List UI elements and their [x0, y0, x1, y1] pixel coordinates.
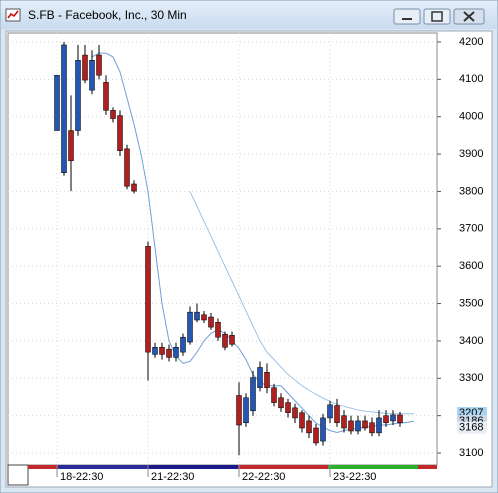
- candle-body: [264, 372, 270, 388]
- candle-body: [201, 314, 207, 321]
- candle-body: [82, 54, 88, 81]
- candle-body: [180, 336, 186, 353]
- session-strip: [58, 465, 148, 469]
- candle-body: [96, 54, 102, 76]
- candle-body: [383, 415, 389, 424]
- maximize-button[interactable]: [423, 8, 451, 25]
- y-tick-label: 3500: [459, 297, 483, 309]
- candle-body: [362, 420, 368, 429]
- y-tick-label: 3400: [459, 335, 483, 347]
- candle-body: [250, 377, 256, 412]
- y-tick-label: 3300: [459, 372, 483, 384]
- candle-body: [313, 427, 319, 444]
- y-tick-label: 3900: [459, 148, 483, 160]
- window-title: S.FB - Facebook, Inc., 30 Min: [28, 8, 187, 22]
- candle-body: [327, 404, 333, 419]
- candle-body: [145, 246, 151, 353]
- maximize-icon: [431, 11, 443, 22]
- window-icon-line: [7, 10, 19, 19]
- candle-body: [355, 420, 361, 432]
- y-tick-label: 3800: [459, 185, 483, 197]
- candle-body: [390, 414, 396, 422]
- candle-body: [376, 417, 382, 434]
- y-tick-label: 4000: [459, 111, 483, 123]
- candle-body: [334, 405, 340, 424]
- x-tick-label: 22-22:30: [242, 471, 285, 483]
- candle-body: [278, 397, 284, 409]
- candle-body: [397, 414, 403, 424]
- candle-body: [152, 347, 158, 355]
- close-icon: [463, 11, 475, 22]
- y-tick-label: 4200: [459, 36, 483, 48]
- price-label-box: [457, 421, 487, 434]
- candle-body: [285, 402, 291, 413]
- candle-body: [131, 183, 137, 192]
- candle-body: [89, 60, 95, 91]
- candle-body: [61, 44, 67, 174]
- moving-average-line: [189, 191, 414, 415]
- candle-body: [124, 148, 130, 187]
- candle-body: [243, 397, 249, 424]
- candle-body: [208, 316, 214, 328]
- x-tick-label: 18-22:30: [60, 471, 103, 483]
- candle-body: [292, 407, 298, 419]
- candle-body: [222, 333, 228, 348]
- candle-body: [194, 311, 200, 321]
- candle-body: [75, 60, 81, 131]
- candle-body: [369, 422, 375, 434]
- candle-body: [187, 311, 193, 343]
- session-strip: [328, 465, 418, 469]
- candle-body: [257, 367, 263, 388]
- candle-body: [68, 130, 74, 162]
- plot-area: [7, 32, 438, 466]
- candle-body: [271, 387, 277, 403]
- candle-body: [117, 115, 123, 151]
- minimize-button[interactable]: [393, 8, 421, 25]
- corner-box: [7, 464, 29, 486]
- candle-body: [299, 412, 305, 429]
- candle-body: [173, 347, 179, 358]
- candle-body: [229, 335, 235, 345]
- candle-body: [166, 348, 172, 358]
- candle-body: [341, 415, 347, 429]
- session-strip: [148, 465, 248, 469]
- session-strip: [418, 465, 437, 469]
- candle-body: [215, 321, 221, 338]
- price-label: 3168: [459, 422, 483, 434]
- x-tick-label: 21-22:30: [151, 471, 194, 483]
- candle-body: [236, 395, 242, 426]
- candle-body: [103, 82, 109, 111]
- candle-body: [306, 420, 312, 434]
- x-tick-label: 23-22:30: [333, 471, 376, 483]
- y-tick-label: 3700: [459, 223, 483, 235]
- y-tick-label: 3100: [459, 447, 483, 459]
- y-tick-label: 3600: [459, 260, 483, 272]
- candle-body: [320, 417, 326, 442]
- candle-body: [110, 110, 116, 119]
- candle-body: [348, 420, 354, 432]
- y-tick-label: 4100: [459, 73, 483, 85]
- candle-body: [54, 74, 60, 131]
- session-strip: [238, 465, 328, 469]
- candle-body: [159, 347, 165, 355]
- window-buttons: [393, 8, 485, 25]
